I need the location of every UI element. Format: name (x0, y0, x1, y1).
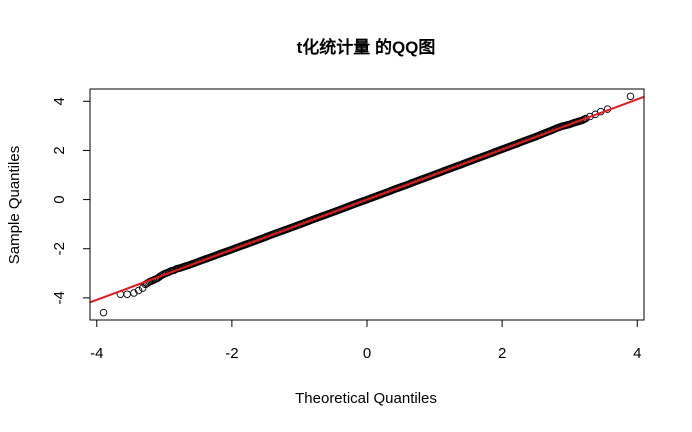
x-tick-label: -4 (90, 345, 103, 362)
qq-point (99, 308, 108, 317)
y-tick-label: -2 (51, 242, 68, 255)
x-tick-label: 4 (633, 345, 641, 362)
reference-line (90, 95, 644, 304)
y-axis: -4 -2 0 2 4 (51, 97, 90, 305)
x-tick-label: 2 (498, 345, 506, 362)
qq-point (134, 286, 143, 295)
y-axis-title: Sample Quantiles (6, 146, 23, 264)
qq-point (626, 92, 635, 101)
qq-point (123, 290, 131, 298)
chart-title: t化统计量 的QQ图 (297, 37, 436, 57)
y-tick-label: 4 (51, 97, 68, 105)
y-tick-label: -4 (51, 291, 68, 304)
qq-point (130, 289, 138, 297)
x-axis: -4 -2 0 2 4 (90, 320, 641, 362)
x-axis-title: Theoretical Quantiles (295, 390, 437, 407)
x-tick-label: -2 (225, 345, 238, 362)
plot-area (90, 92, 644, 317)
y-tick-label: 0 (51, 195, 68, 203)
x-tick-label: 0 (363, 345, 371, 362)
plot-frame (89, 88, 645, 321)
y-tick-label: 2 (51, 146, 68, 154)
